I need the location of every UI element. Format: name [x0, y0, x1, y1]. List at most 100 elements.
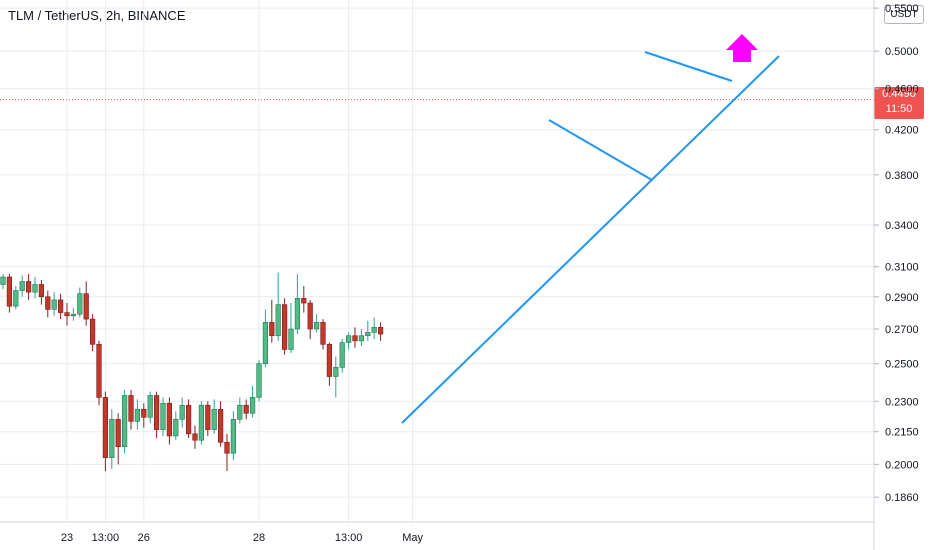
price-tick-label: 0.2150	[885, 427, 919, 439]
bar-countdown: 11:50	[885, 103, 913, 115]
candle-body	[224, 442, 230, 454]
candle-body	[122, 395, 128, 447]
candle-body	[32, 284, 38, 293]
candle-body	[339, 342, 345, 368]
currency-button[interactable]: USDT	[884, 5, 924, 24]
candle-down	[307, 299, 313, 340]
candle-body	[0, 276, 6, 285]
time-tick-label: 13:00	[92, 532, 120, 544]
candle-down	[166, 397, 173, 445]
candle-body	[179, 404, 185, 420]
candle-body	[96, 343, 102, 398]
candle-body	[288, 328, 294, 350]
candle-body	[230, 419, 237, 454]
candle-down	[83, 281, 89, 326]
chart-title: TLM / TetherUS, 2h, BINANCE	[8, 8, 186, 23]
price-tick-label: 0.1860	[885, 492, 919, 504]
candle-up	[211, 399, 217, 434]
last-price-badge: 0.4490 11:50	[874, 87, 924, 119]
time-tick-label: 23	[61, 532, 73, 544]
candle-body	[45, 296, 51, 310]
time-tick-label: 26	[138, 532, 150, 544]
candle-down	[115, 413, 121, 465]
candle-body	[377, 327, 384, 335]
candle-up	[345, 332, 352, 350]
price-tick-label: 0.4200	[885, 125, 919, 137]
candle-down	[205, 401, 211, 436]
candle-body	[128, 395, 134, 422]
candle-up	[262, 309, 269, 368]
candle-body	[173, 419, 179, 437]
candle-body	[294, 298, 301, 330]
candle-body	[70, 313, 76, 317]
candle-up	[198, 401, 205, 445]
candle-down	[128, 389, 134, 430]
candle-down	[243, 399, 249, 420]
candle-body	[25, 281, 32, 293]
candle-down	[186, 399, 192, 439]
price-axis[interactable]: 0.5500 0.5000 0.4600 0.4200 0.3800 0.3400 0.31…	[874, 3, 919, 504]
candle-down	[25, 274, 32, 300]
candle-body	[147, 395, 153, 418]
candle-up	[275, 272, 281, 341]
candle-down	[102, 391, 108, 472]
candle-body	[269, 322, 275, 337]
candle-up	[371, 317, 377, 340]
candle-body	[57, 299, 64, 313]
drawings-layer	[0, 34, 874, 424]
up-arrow-icon	[726, 34, 758, 62]
candle-body	[109, 419, 115, 458]
candle-down	[269, 299, 275, 343]
candle-up	[358, 329, 365, 347]
candle-body	[19, 281, 25, 291]
candle-body	[141, 408, 147, 418]
price-tick-label: 0.2000	[885, 459, 919, 471]
candle-body	[211, 408, 217, 430]
candle-up	[365, 320, 371, 341]
time-tick-label: May	[402, 532, 423, 544]
candle-down	[45, 290, 51, 318]
chart-grid	[0, 0, 874, 522]
price-tick-label: 0.2700	[885, 324, 919, 336]
candle-body	[237, 404, 243, 420]
price-tick-label: 0.4600	[885, 84, 919, 96]
candle-up	[0, 274, 6, 290]
time-axis[interactable]: 23 13:00 26 28 13:00 May	[61, 532, 424, 544]
candle-body	[51, 299, 57, 310]
candle-up	[339, 339, 345, 373]
candle-body	[262, 322, 269, 365]
candle-up	[109, 409, 115, 469]
candle-body	[198, 404, 205, 441]
price-tick-label: 0.2900	[885, 292, 919, 304]
ascending-trendline	[401, 55, 780, 424]
candle-body	[160, 402, 166, 430]
candle-body	[205, 404, 211, 430]
candle-body	[90, 318, 96, 345]
candle-body	[320, 322, 326, 345]
candle-body	[134, 408, 141, 422]
candle-up	[160, 397, 166, 436]
candle-body	[365, 332, 371, 337]
candle-body	[83, 293, 89, 320]
candle-body	[301, 298, 307, 304]
candle-body	[256, 363, 262, 398]
candle-body	[275, 304, 281, 337]
candle-body	[358, 335, 365, 342]
candle-down	[6, 274, 12, 313]
candle-body	[166, 402, 173, 437]
candle-body	[186, 404, 192, 435]
candle-down	[38, 279, 44, 305]
price-tick-label: 0.2300	[885, 396, 919, 408]
candle-down	[218, 401, 224, 447]
candle-up	[19, 275, 25, 297]
price-tick-label: 0.5500	[885, 3, 919, 15]
candle-body	[218, 408, 224, 443]
candle-body	[307, 302, 313, 330]
candle-body	[371, 327, 377, 333]
candle-up	[147, 391, 153, 424]
candle-body	[326, 343, 333, 377]
candle-up	[230, 411, 237, 460]
candle-up	[313, 314, 320, 333]
candle-up	[250, 385, 256, 418]
